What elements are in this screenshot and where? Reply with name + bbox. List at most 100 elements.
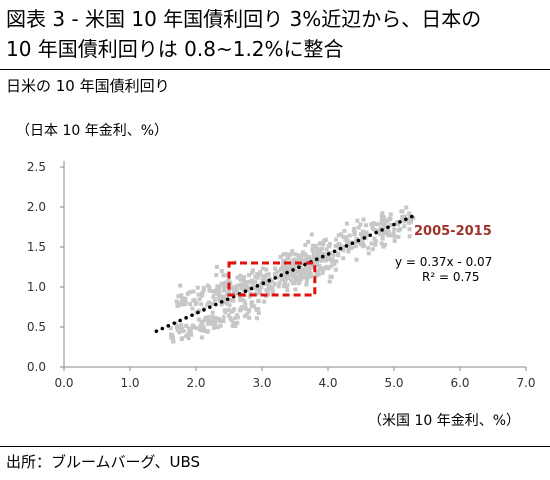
data-point (314, 269, 319, 274)
data-point (176, 294, 181, 299)
data-point (377, 228, 382, 233)
data-point (359, 238, 364, 243)
data-point (313, 261, 318, 266)
data-point (317, 267, 322, 272)
title-divider (0, 69, 550, 70)
trendline-dot (178, 318, 182, 323)
data-point (388, 223, 393, 228)
data-point (210, 310, 215, 315)
data-point (196, 292, 201, 297)
data-point (310, 265, 315, 270)
data-point (229, 309, 234, 314)
data-point (246, 309, 251, 314)
data-point (326, 257, 331, 262)
data-point (232, 316, 237, 321)
data-point (311, 250, 316, 255)
data-point (294, 269, 299, 274)
trendline-dot (320, 254, 325, 259)
data-point (379, 221, 384, 226)
data-point (381, 230, 386, 235)
trendline-dot (404, 217, 408, 222)
data-point (260, 266, 265, 271)
data-point (191, 325, 196, 330)
data-point (217, 289, 222, 294)
data-point (286, 273, 291, 278)
data-point (304, 282, 309, 287)
data-point (333, 237, 338, 242)
chart-title: 図表 3 - 米国 10 年国債利回り 3%近辺から、日本の 10 年国債利回り… (6, 7, 482, 61)
data-point (224, 284, 229, 289)
data-point (372, 227, 377, 232)
data-point (253, 279, 258, 284)
data-point (262, 278, 267, 283)
data-point (226, 308, 231, 313)
data-point (292, 263, 297, 268)
data-point (322, 252, 327, 257)
trendline-dot (225, 297, 230, 301)
data-point (310, 247, 315, 252)
highlight-rectangle (227, 261, 317, 297)
data-point (205, 329, 210, 334)
data-point (191, 298, 196, 303)
data-point (288, 267, 293, 272)
data-point (175, 303, 180, 308)
data-point (183, 296, 188, 301)
data-point (407, 211, 412, 216)
data-point (214, 273, 219, 278)
data-point (174, 325, 179, 330)
data-point (342, 228, 347, 233)
data-point (266, 287, 271, 292)
trendline-dot (172, 321, 177, 325)
trendline-dot (190, 313, 194, 317)
r-squared-value: R² = 0.75 (422, 270, 480, 284)
data-point (181, 302, 186, 307)
data-point (352, 230, 357, 235)
data-point (235, 313, 240, 318)
data-point (201, 285, 206, 290)
data-point (256, 298, 261, 303)
x-tick-label: 7.0 (516, 376, 535, 390)
trendline-dot (261, 281, 266, 286)
data-point (363, 223, 368, 228)
data-point (211, 294, 216, 299)
x-tick-label: 1.0 (120, 376, 139, 390)
data-point (225, 292, 230, 297)
regression-equation: y = 0.37x - 0.07 (395, 255, 492, 269)
trendline-dot (386, 225, 390, 230)
data-point (213, 291, 218, 296)
data-point (179, 293, 184, 298)
data-point (227, 280, 232, 285)
data-point (179, 327, 184, 332)
data-point (319, 246, 324, 251)
data-point (364, 230, 369, 235)
data-point (255, 272, 260, 277)
data-point (383, 242, 388, 247)
data-point (305, 267, 310, 272)
data-point (201, 288, 206, 293)
data-point (318, 258, 323, 263)
data-point (379, 241, 384, 246)
data-point (257, 290, 262, 295)
data-point (297, 269, 302, 274)
data-point (328, 250, 333, 255)
data-point (370, 247, 375, 252)
data-point (407, 234, 412, 239)
trendline-dot (410, 214, 414, 219)
data-point (392, 234, 397, 239)
data-point (211, 318, 216, 323)
trendline-dot (380, 228, 384, 232)
data-point (258, 270, 263, 275)
trendline-dot (392, 222, 396, 227)
data-point (329, 264, 334, 269)
data-point (316, 272, 321, 277)
data-point (274, 270, 279, 275)
data-point (304, 278, 309, 283)
data-point (404, 205, 409, 210)
data-point (366, 251, 371, 256)
data-point (217, 293, 222, 298)
data-point (291, 281, 296, 286)
data-point (221, 315, 226, 320)
data-point (246, 280, 251, 285)
data-point (223, 298, 228, 303)
data-point (304, 257, 309, 262)
